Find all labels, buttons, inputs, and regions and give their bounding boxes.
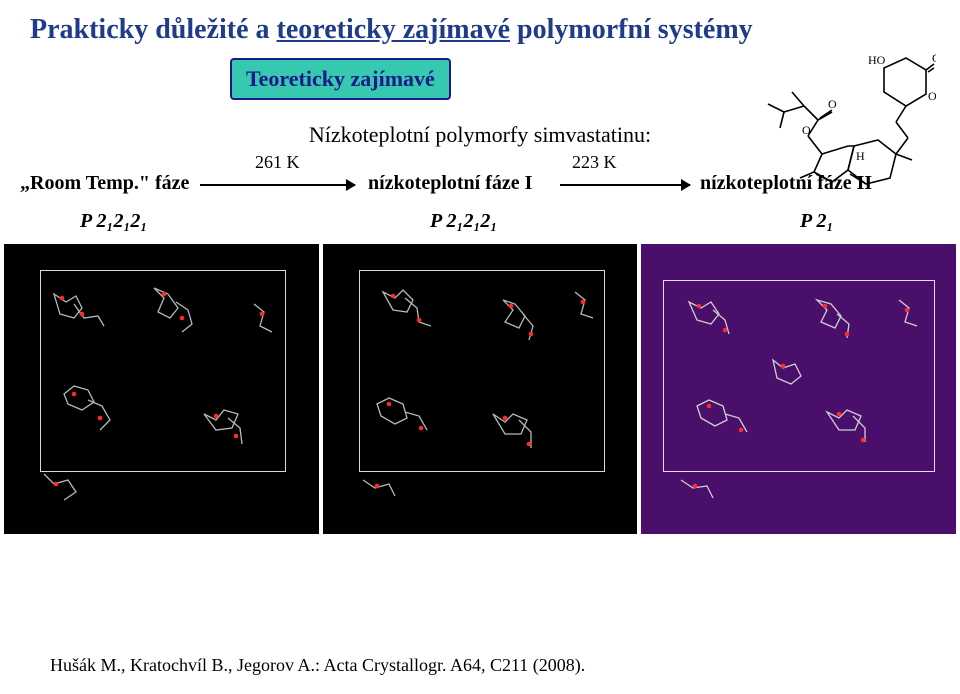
subtitle-box: Teoreticky zajímavé [230,58,451,100]
space-group-b: P 2₁2₁2₁ [430,210,497,233]
crystal-panels [0,244,960,534]
citation-footer: Hušák M., Kratochvíl B., Jegorov A.: Act… [50,655,585,676]
svg-text:H: H [856,149,865,163]
phase-b-label: nízkoteplotní fáze I [368,172,532,195]
arrow-icon [560,184,690,186]
panel-phase-c [641,244,956,534]
panel-phase-a [4,244,319,534]
title-rest: polymorfní systémy [510,14,753,45]
title-underlined: teoreticky zajímavé [277,14,511,45]
svg-text:O: O [928,89,936,103]
svg-text:O: O [932,51,936,65]
svg-text:HO: HO [868,53,886,67]
arrow-icon [200,184,355,186]
space-group-a: P 2₁2₁2₁ [80,210,147,233]
panel-phase-b [323,244,638,534]
phase-a-label: „Room Temp." fáze [20,172,189,195]
space-group-row: P 2₁2₁2₁ P 2₁2₁2₁ P 2₁ [0,210,960,238]
phase-c-label: nízkoteplotní fáze II [700,172,872,195]
transition-temp-1: 261 K [255,152,300,173]
transition-temp-2: 223 K [572,152,617,173]
space-group-c: P 2₁ [800,210,833,233]
phase-transition-line: 261 K 223 K „Room Temp." fáze nízkoteplo… [0,166,960,206]
slide-title: Prakticky důležité a teoreticky zajímavé… [0,0,960,52]
svg-text:O: O [802,123,811,137]
title-plain: Prakticky důležité a [30,14,277,45]
svg-text:O: O [828,97,837,111]
